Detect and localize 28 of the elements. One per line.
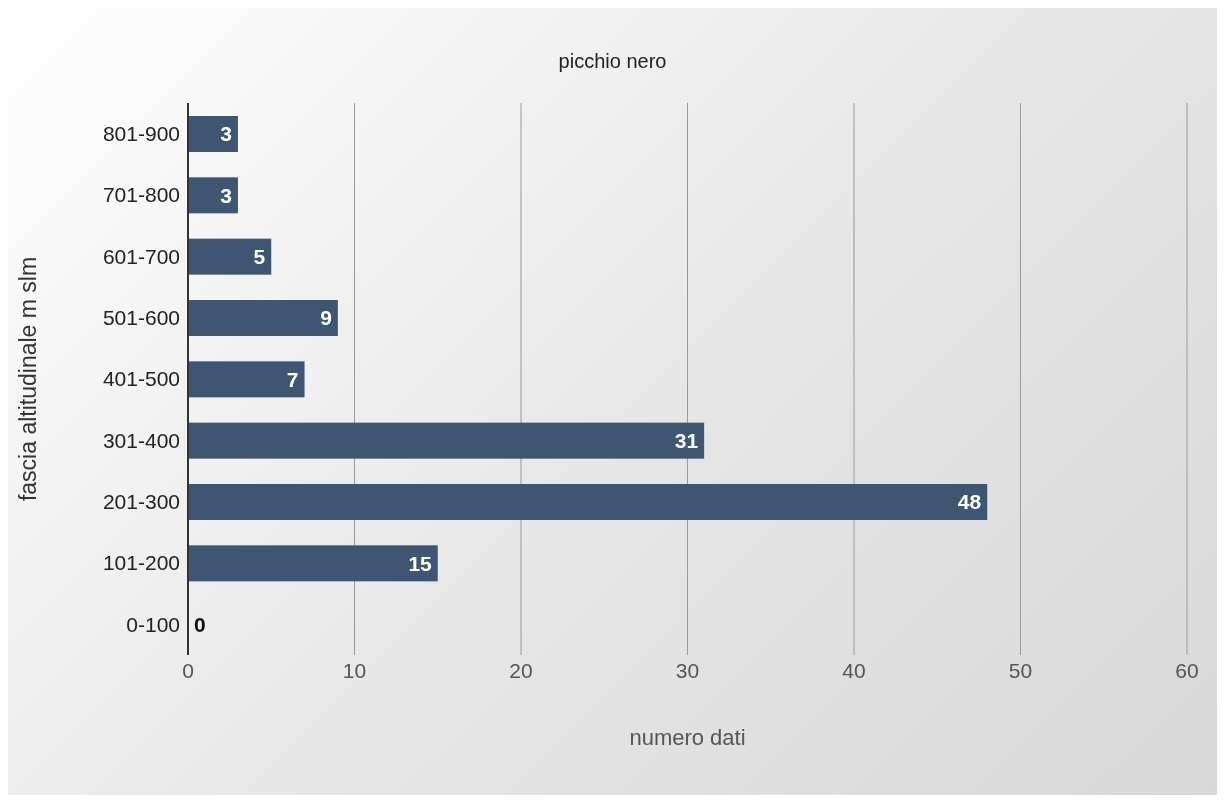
data-label: 31 bbox=[674, 429, 699, 453]
y-tick-label: 701-800 bbox=[102, 183, 180, 207]
y-tick-label: 201-300 bbox=[102, 490, 180, 514]
data-label: 3 bbox=[220, 183, 232, 207]
chart-title: picchio nero bbox=[557, 50, 668, 73]
x-tick-label: 10 bbox=[342, 658, 367, 682]
x-tick-label: 60 bbox=[1175, 658, 1199, 682]
y-tick-label: 401-500 bbox=[102, 367, 180, 391]
y-tick-label: 801-900 bbox=[102, 122, 180, 146]
x-axis-title: numero dati bbox=[629, 725, 746, 750]
data-label: 3 bbox=[220, 122, 232, 146]
y-tick-label: 301-400 bbox=[102, 428, 180, 452]
data-label: 7 bbox=[286, 367, 299, 391]
y-axis-title: fascia altitudinale m slm bbox=[15, 256, 42, 502]
x-tick-label: 40 bbox=[842, 658, 866, 682]
y-tick-label: 601-700 bbox=[102, 244, 180, 268]
data-label: 5 bbox=[253, 245, 266, 269]
x-tick-label: 50 bbox=[1008, 658, 1033, 682]
x-tick-label: 30 bbox=[675, 658, 700, 682]
data-label: 9 bbox=[320, 306, 332, 330]
data-label: 15 bbox=[408, 551, 433, 575]
y-tick-label: 101-200 bbox=[102, 551, 180, 575]
x-tick-label: 0 bbox=[182, 658, 194, 682]
y-tick-label: 0-100 bbox=[126, 612, 180, 636]
data-label: 0 bbox=[194, 613, 206, 637]
y-tick-label: 501-600 bbox=[102, 306, 180, 330]
data-label: 48 bbox=[957, 490, 982, 514]
x-tick-label: 20 bbox=[509, 658, 533, 682]
